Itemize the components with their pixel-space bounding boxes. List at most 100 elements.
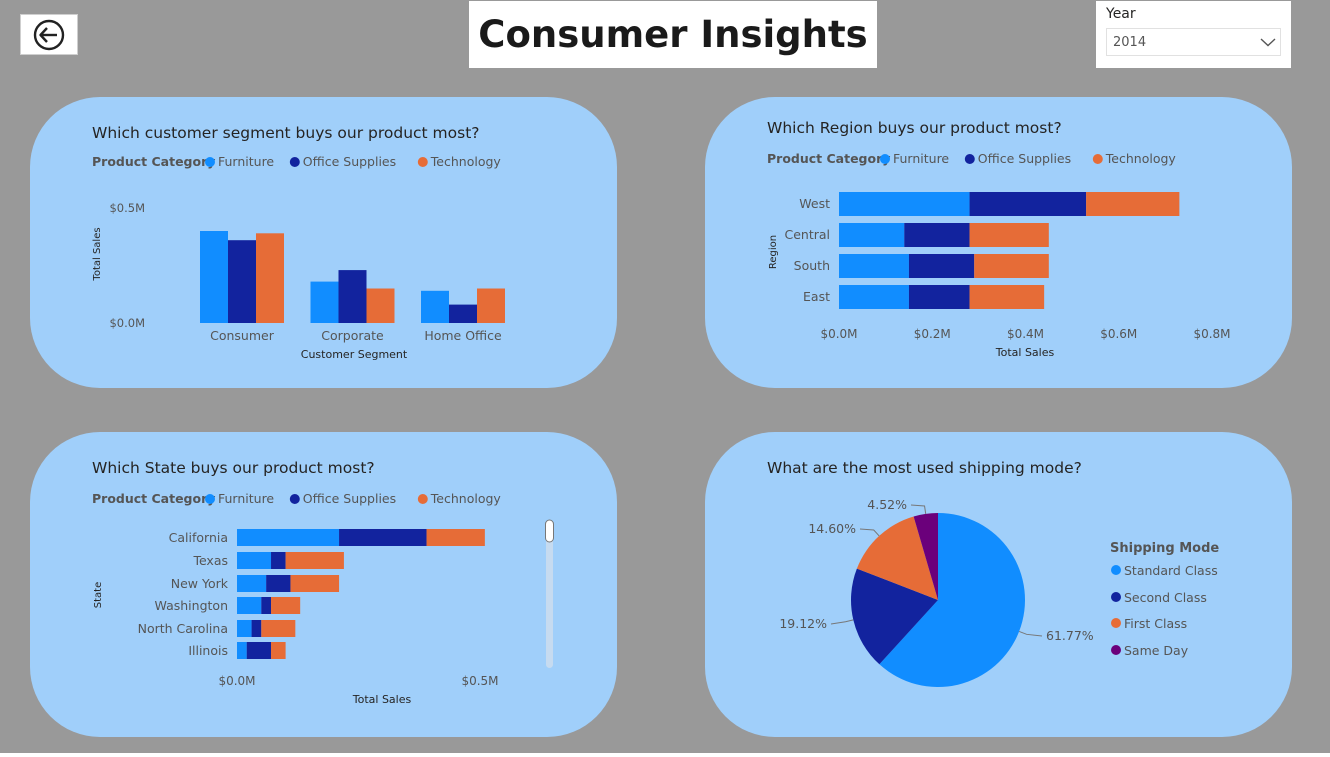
y-tick-label: Washington <box>155 598 228 613</box>
legend-marker-office-supplies <box>289 494 300 504</box>
x-tick-label: $0.5M <box>461 674 498 688</box>
pie-data-label: 14.60% <box>808 521 856 536</box>
legend-marker-furniture <box>205 494 215 504</box>
pie-data-label: 4.52% <box>867 497 907 512</box>
legend-marker-furniture <box>205 157 215 167</box>
year-dropdown[interactable]: 2014 <box>1106 28 1281 56</box>
legend-title: Product Category <box>92 491 215 506</box>
bar-corporate-furniture <box>310 281 339 323</box>
x-tick-label: Home Office <box>424 328 502 343</box>
x-tick-label: Corporate <box>321 328 384 343</box>
bar-south-office-supplies <box>908 254 975 278</box>
bar-home-office-furniture <box>421 290 449 323</box>
bar-home-office-office-supplies <box>449 304 477 323</box>
x-tick-label: $0.6M <box>1100 327 1137 341</box>
pie-leader-line <box>910 504 927 514</box>
title-box: Consumer Insights <box>469 1 877 68</box>
legend-item: Technology <box>430 491 502 506</box>
bar-west-office-supplies <box>969 192 1087 216</box>
pie-leader-line <box>1018 630 1043 637</box>
shipping-chart-card: What are the most used shipping mode? 61.… <box>705 432 1292 737</box>
back-arrow-circle-icon <box>33 19 65 50</box>
legend-item: Office Supplies <box>303 154 396 169</box>
y-tick-label: Texas <box>192 553 228 568</box>
bar-home-office-technology <box>477 288 505 323</box>
x-tick-label: $0.2M <box>914 327 951 341</box>
legend-item: First Class <box>1124 616 1187 631</box>
legend-marker-office-supplies <box>289 157 300 167</box>
bar-east-office-supplies <box>908 285 970 309</box>
legend-marker-standard-class <box>1111 565 1121 575</box>
legend-title: Shipping Mode <box>1110 541 1219 556</box>
pie-data-label: 61.77% <box>1046 628 1094 643</box>
legend-marker-first-class <box>1111 618 1121 628</box>
bar-texas-technology <box>285 552 344 569</box>
bar-texas-furniture <box>237 552 272 569</box>
bar-consumer-furniture <box>200 231 228 323</box>
bar-north-carolina-technology <box>261 620 296 637</box>
y-tick-label: Illinois <box>188 643 228 658</box>
bar-central-technology <box>969 223 1049 247</box>
bar-illinois-office-supplies <box>246 642 272 659</box>
legend-item: Office Supplies <box>978 151 1071 166</box>
bar-north-carolina-furniture <box>237 620 252 637</box>
x-tick-label: $0.0M <box>218 674 255 688</box>
bar-corporate-office-supplies <box>338 270 367 323</box>
back-button[interactable] <box>20 14 78 55</box>
scrollbar-track[interactable] <box>546 520 553 668</box>
bar-texas-office-supplies <box>271 552 286 569</box>
y-axis-title: Total Sales <box>92 227 103 281</box>
bar-california-office-supplies <box>339 529 427 546</box>
y-tick-label: California <box>169 530 228 545</box>
bar-east-furniture <box>839 285 909 309</box>
shipping-mode-chart: What are the most used shipping mode? 61.… <box>767 459 1219 687</box>
bar-illinois-technology <box>271 642 286 659</box>
legend-marker-technology <box>417 494 428 504</box>
pie-leader-line <box>859 528 880 537</box>
segment-chart-card: Which customer segment buys our product … <box>30 97 617 388</box>
legend-item: Furniture <box>893 151 949 166</box>
y-tick-label: West <box>799 196 830 211</box>
x-axis-title: Total Sales <box>352 693 412 706</box>
legend-marker-same-day <box>1111 645 1121 655</box>
legend-item: Second Class <box>1124 590 1207 605</box>
bar-south-furniture <box>839 254 909 278</box>
bar-california-furniture <box>237 529 340 546</box>
bar-washington-furniture <box>237 597 262 614</box>
bar-central-office-supplies <box>904 223 970 247</box>
bar-consumer-office-supplies <box>228 240 256 323</box>
segment-chart: Which customer segment buys our product … <box>92 124 505 361</box>
bar-california-technology <box>426 529 485 546</box>
scrollbar-thumb[interactable] <box>545 519 554 543</box>
legend-marker-technology <box>417 157 428 167</box>
bar-washington-office-supplies <box>261 597 272 614</box>
bar-south-technology <box>974 254 1049 278</box>
bar-corporate-technology <box>366 288 395 323</box>
y-tick-label: $0.5M <box>109 201 145 215</box>
x-tick-label: $0.0M <box>820 327 857 341</box>
pie-slice-standard-class <box>879 513 1025 687</box>
year-slicer-label: Year <box>1106 6 1136 22</box>
x-axis-title: Total Sales <box>995 346 1055 359</box>
chart-title: What are the most used shipping mode? <box>767 459 1082 477</box>
legend-item: Office Supplies <box>303 491 396 506</box>
bar-north-carolina-office-supplies <box>251 620 262 637</box>
pie-data-label: 19.12% <box>779 616 827 631</box>
bar-central-furniture <box>839 223 905 247</box>
pie-slice-first-class <box>856 516 938 600</box>
year-selected-value: 2014 <box>1113 34 1147 50</box>
pie-slice-same-day <box>913 513 938 600</box>
legend-item: Technology <box>1105 151 1177 166</box>
bar-new-york-technology <box>290 575 340 592</box>
legend-item: Standard Class <box>1124 563 1218 578</box>
legend-item: Furniture <box>218 491 274 506</box>
pie-slice-second-class <box>851 568 938 665</box>
region-chart-card: Which Region buys our product most? Produ… <box>705 97 1292 388</box>
page-title: Consumer Insights <box>478 13 868 56</box>
chart-title: Which State buys our product most? <box>92 459 375 477</box>
x-tick-label: $0.8M <box>1193 327 1230 341</box>
legend-item: Same Day <box>1124 643 1189 658</box>
bar-east-technology <box>969 285 1045 309</box>
legend-item: Furniture <box>218 154 274 169</box>
legend-marker-office-supplies <box>964 154 975 164</box>
